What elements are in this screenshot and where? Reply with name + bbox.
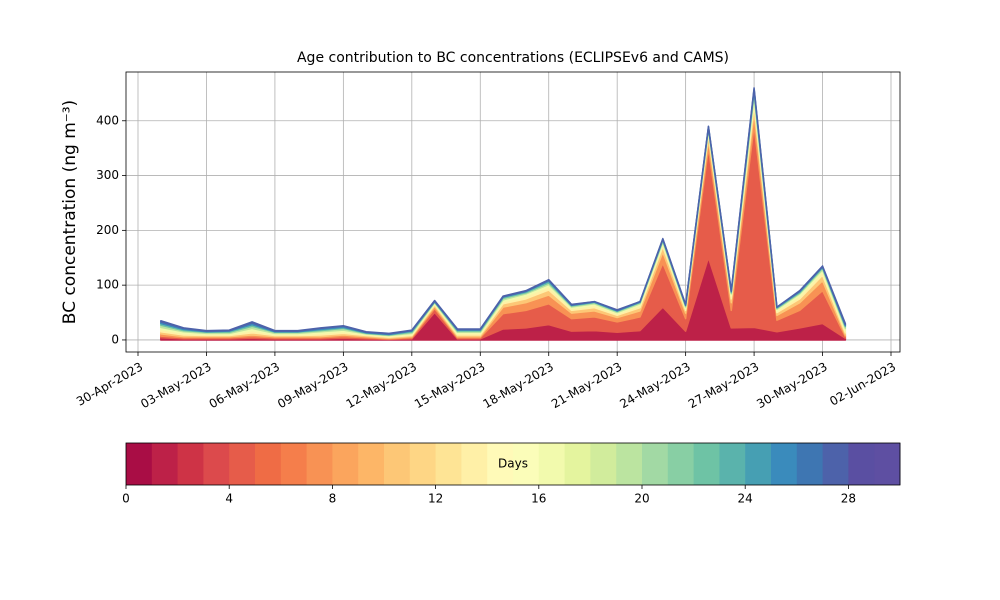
chart-title: Age contribution to BC concentrations (E…	[297, 50, 729, 66]
colorbar-label: Days	[498, 457, 528, 471]
colorbar-tick-label: 24	[738, 492, 753, 506]
colorbar-swatch	[719, 443, 746, 485]
colorbar-swatch	[126, 443, 153, 485]
colorbar-swatch	[358, 443, 385, 485]
colorbar-swatch	[177, 443, 204, 485]
colorbar-swatch	[435, 443, 462, 485]
colorbar-swatch	[280, 443, 308, 485]
y-tick-label: 300	[96, 168, 119, 182]
area-layer	[160, 87, 847, 335]
colorbar-swatch	[745, 443, 772, 485]
colorbar-swatch	[642, 443, 669, 485]
y-tick-label: 0	[111, 332, 119, 346]
y-tick-label: 400	[96, 113, 119, 127]
y-tick-label: 200	[96, 223, 119, 237]
colorbar-swatch	[203, 443, 230, 485]
colorbar-swatch	[822, 443, 849, 485]
colorbar-swatch	[461, 443, 488, 485]
colorbar-swatch	[848, 443, 875, 485]
colorbar-swatch	[306, 443, 333, 485]
colorbar-tick-label: 16	[531, 492, 546, 506]
colorbar-swatch	[771, 443, 798, 485]
y-axis-label: BC concentration (ng m⁻³)	[60, 100, 80, 324]
colorbar-tick-label: 20	[634, 492, 649, 506]
colorbar-swatch	[229, 443, 256, 485]
colorbar-frame	[125, 442, 901, 486]
colorbar-swatch	[667, 443, 695, 485]
colorbar-swatch	[693, 443, 720, 485]
colorbar-swatch	[332, 443, 359, 485]
colorbar-tick-label: 12	[428, 492, 443, 506]
colorbar-swatch	[255, 443, 282, 485]
colorbar-swatch	[151, 443, 179, 485]
colorbar-swatch	[487, 443, 514, 485]
colorbar-swatch	[564, 443, 591, 485]
colorbar-swatch	[590, 443, 617, 485]
colorbar-swatch	[384, 443, 411, 485]
plot-frame	[125, 71, 901, 353]
colorbar-swatch	[513, 443, 540, 485]
colorbar-tick-label: 8	[329, 492, 337, 506]
colorbar-tick-label: 0	[122, 492, 130, 506]
colorbar-swatch	[616, 443, 643, 485]
y-tick-label: 100	[96, 278, 119, 292]
colorbar-swatch	[874, 443, 901, 485]
colorbar-tick-label: 28	[841, 492, 856, 506]
colorbar-swatch	[538, 443, 566, 485]
colorbar-swatch	[796, 443, 824, 485]
colorbar-tick-label: 4	[225, 492, 233, 506]
colorbar-swatch	[409, 443, 437, 485]
